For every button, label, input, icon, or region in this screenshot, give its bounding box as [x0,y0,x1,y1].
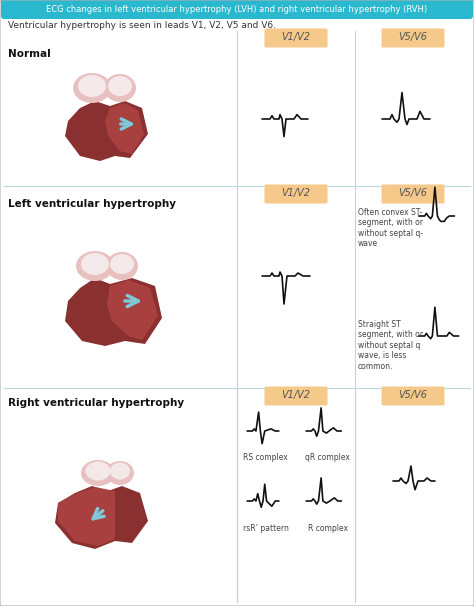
Text: V1/V2: V1/V2 [282,32,310,42]
Text: Often convex ST-
segment, with or
without septal q-
wave: Often convex ST- segment, with or withou… [358,208,423,248]
Ellipse shape [110,462,130,479]
Ellipse shape [106,252,138,280]
Text: V1/V2: V1/V2 [282,390,310,400]
Ellipse shape [108,76,132,96]
Ellipse shape [73,73,111,103]
Text: qR complex: qR complex [305,453,350,462]
Polygon shape [65,101,148,161]
Text: Straight ST
segment, with or
without septal q
wave, is less
common.: Straight ST segment, with or without sep… [358,320,423,371]
FancyBboxPatch shape [264,387,328,405]
FancyBboxPatch shape [264,184,328,204]
Text: RS complex: RS complex [243,453,288,462]
Ellipse shape [76,251,114,281]
Text: Left ventricular hypertrophy: Left ventricular hypertrophy [8,199,176,209]
Text: rsR’ pattern: rsR’ pattern [243,524,289,533]
Polygon shape [105,103,144,154]
Polygon shape [55,486,148,549]
FancyBboxPatch shape [382,28,445,47]
Ellipse shape [78,75,106,97]
Text: Normal: Normal [8,49,51,59]
Ellipse shape [104,74,136,102]
Text: Ventricular hypertrophy is seen in leads V1, V2, V5 and V6.: Ventricular hypertrophy is seen in leads… [8,21,276,30]
Ellipse shape [85,462,110,481]
FancyBboxPatch shape [1,0,473,19]
FancyBboxPatch shape [382,387,445,405]
Ellipse shape [81,460,115,486]
FancyBboxPatch shape [382,184,445,204]
Polygon shape [58,487,115,546]
Ellipse shape [110,254,134,274]
Polygon shape [65,278,162,346]
Text: R complex: R complex [308,524,348,533]
Text: V5/V6: V5/V6 [399,188,428,198]
Text: ECG changes in left ventricular hypertrophy (LVH) and right ventricular hypertro: ECG changes in left ventricular hypertro… [46,4,428,13]
Ellipse shape [81,253,109,275]
Text: V5/V6: V5/V6 [399,32,428,42]
Text: V5/V6: V5/V6 [399,390,428,400]
Polygon shape [107,280,158,340]
Text: Right ventricular hypertrophy: Right ventricular hypertrophy [8,398,184,408]
Ellipse shape [106,461,134,485]
FancyBboxPatch shape [264,28,328,47]
Text: V1/V2: V1/V2 [282,188,310,198]
